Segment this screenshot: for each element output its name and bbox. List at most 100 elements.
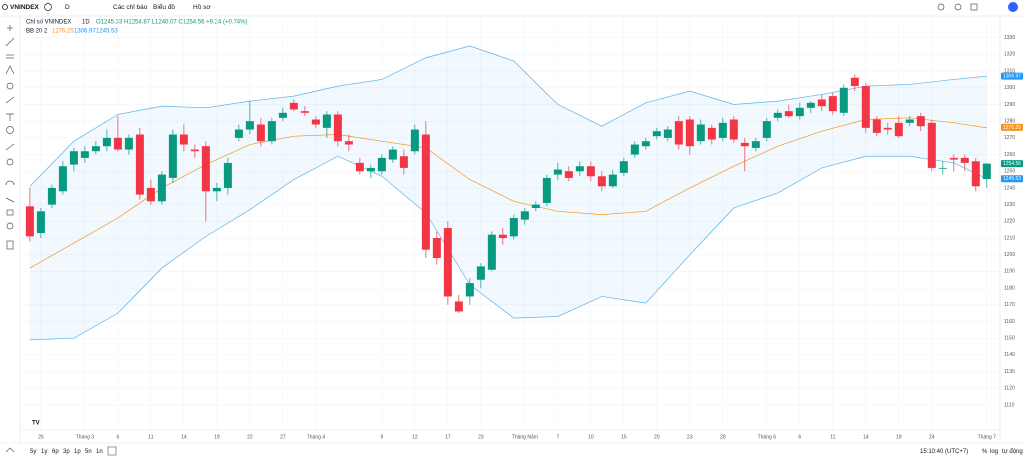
candle-body <box>399 156 408 168</box>
candle-body <box>883 127 892 130</box>
range-button[interactable]: 3p <box>63 449 70 455</box>
candle-body <box>839 87 848 113</box>
candle-body <box>949 157 958 160</box>
bb-label: BB 20 2 <box>26 29 48 35</box>
symbol[interactable]: VNINDEX <box>10 4 40 11</box>
scale-option[interactable]: tự động <box>1002 449 1023 455</box>
x-tick-label: Tháng 7 <box>978 434 997 440</box>
y-tick-label: 1200 <box>1004 252 1015 258</box>
candle-body <box>938 167 947 169</box>
y-tick-label: 1110 <box>1004 402 1015 408</box>
zoom-button[interactable] <box>937 3 945 11</box>
indicators[interactable]: Các chỉ báo <box>113 3 148 11</box>
x-tick-label: 9 <box>380 434 383 440</box>
range-button[interactable]: 1n <box>96 449 103 455</box>
scale-option[interactable]: % <box>982 449 988 455</box>
logo <box>1008 2 1018 12</box>
y-tick-label: 1210 <box>1004 235 1015 241</box>
price-badge-label: 1276.25 <box>1003 125 1021 131</box>
candle-body <box>223 162 232 188</box>
x-tick-label: 24 <box>929 434 935 440</box>
range-button[interactable]: 5y <box>30 449 36 455</box>
layout[interactable]: Hồ sơ <box>193 2 211 11</box>
y-tick-label: 1330 <box>1004 35 1015 41</box>
fullscreen-button[interactable] <box>970 3 978 11</box>
candle-body <box>916 116 925 127</box>
scale-option[interactable]: log <box>990 449 998 455</box>
date-range-button[interactable] <box>107 446 117 456</box>
y-tick-label: 1120 <box>1004 386 1015 392</box>
compare-button[interactable] <box>44 3 52 11</box>
candle-body <box>113 137 122 150</box>
candle-body <box>47 187 56 205</box>
candle-body <box>498 234 507 239</box>
candle-body <box>718 122 727 138</box>
candle-body <box>465 283 474 297</box>
candle-body <box>773 112 782 118</box>
candle-body <box>476 266 485 280</box>
candle-body <box>795 107 804 117</box>
band-fill <box>29 46 987 340</box>
candle-body <box>212 187 221 192</box>
y-tick-label: 1180 <box>1004 285 1015 291</box>
candle-body <box>762 121 771 138</box>
candle-body <box>168 134 177 178</box>
y-tick-label: 1170 <box>1004 302 1015 308</box>
band-basis <box>29 117 987 269</box>
x-tick-label: 14 <box>181 434 187 440</box>
interval[interactable]: D <box>65 4 70 11</box>
range-button[interactable]: 6p <box>52 449 59 455</box>
x-tick-label: 7 <box>556 434 559 440</box>
candle-body <box>278 112 287 118</box>
y-tick-label: 1220 <box>1004 219 1015 225</box>
candle-body <box>619 161 628 173</box>
x-tick-label: 6 <box>798 434 801 440</box>
range-button[interactable]: 1p <box>74 449 81 455</box>
x-tick-label: 19 <box>896 434 902 440</box>
candle-body <box>971 161 980 187</box>
collapse-button[interactable] <box>5 447 15 453</box>
price-badge <box>1001 160 1023 168</box>
candle-body <box>751 141 760 148</box>
settings-button[interactable] <box>954 3 962 11</box>
left-toolbar[interactable] <box>5 25 15 250</box>
x-tick-label: 27 <box>280 434 286 440</box>
candle-body <box>663 129 672 138</box>
candle-body <box>179 134 188 145</box>
candle-body <box>520 211 529 220</box>
chart-type[interactable]: Biểu đồ <box>153 2 175 11</box>
candle-body <box>58 166 67 192</box>
band-upper <box>29 45 987 187</box>
candle-body <box>707 127 716 140</box>
candle-body <box>102 137 111 147</box>
candle-body <box>575 166 584 172</box>
x-tick-label: 28 <box>720 434 726 440</box>
candle-body <box>234 129 243 138</box>
candle-body <box>25 206 34 237</box>
candle-body <box>201 146 210 192</box>
candle-body <box>190 149 199 152</box>
candle-body <box>443 228 452 297</box>
candle-body <box>982 163 991 180</box>
x-tick-label: 19 <box>214 434 220 440</box>
candle-body <box>256 124 265 142</box>
price-badge-label: 1306.97 <box>1003 73 1021 79</box>
candle-body <box>564 171 573 178</box>
candle-body <box>740 142 749 147</box>
band-lower <box>29 155 987 341</box>
legend-interval: 1D <box>82 20 90 26</box>
candle-body <box>784 111 793 117</box>
y-tick-label: 1160 <box>1004 319 1015 325</box>
candle-body <box>267 121 276 142</box>
candle-body <box>817 99 826 107</box>
x-tick-label: Tháng Năm <box>512 434 538 440</box>
candle-body <box>696 124 705 142</box>
candle-body <box>410 129 419 152</box>
top-toolbar <box>0 0 1024 16</box>
search-icon[interactable] <box>2 4 8 10</box>
range-button[interactable]: 5n <box>85 449 92 455</box>
bb-value: 1306.97 <box>74 29 96 35</box>
x-tick-label: 23 <box>687 434 693 440</box>
range-button[interactable]: 1y <box>41 449 47 455</box>
candle-body <box>608 174 617 187</box>
